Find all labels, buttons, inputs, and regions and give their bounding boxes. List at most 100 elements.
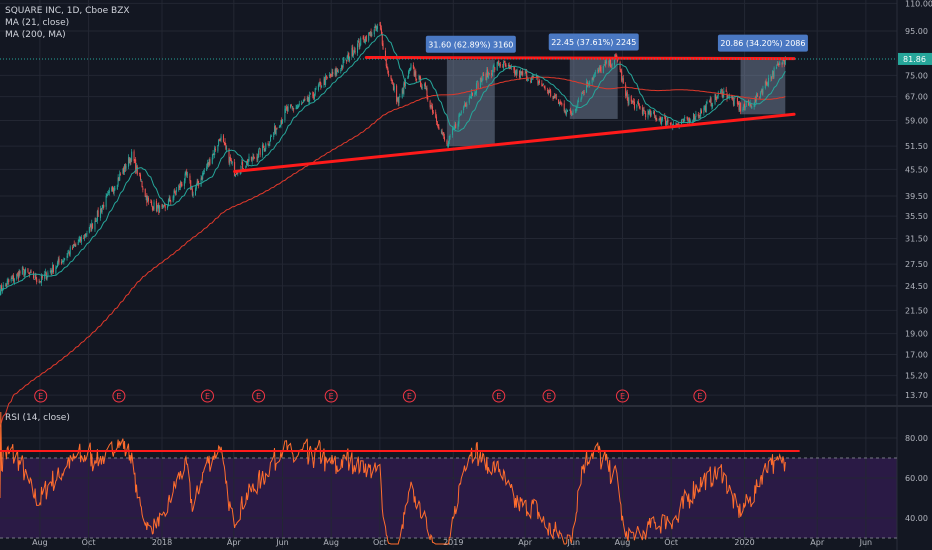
candle-body [206, 162, 208, 167]
trendline[interactable] [364, 55, 796, 61]
candle-body [301, 103, 303, 105]
candle-body [64, 258, 66, 261]
x-tick-label: 2018 [152, 538, 172, 547]
candle-body [128, 158, 130, 164]
candle-body [429, 100, 431, 108]
candle-body [315, 88, 317, 90]
candle-body [196, 181, 198, 185]
candle-body [40, 274, 42, 283]
price-tick-label: 24.50 [905, 282, 928, 291]
candle-body [89, 224, 91, 228]
candle-body [270, 136, 272, 142]
candle-body [262, 144, 264, 156]
candle-body [380, 24, 382, 30]
candle-body [754, 97, 756, 106]
x-tick-label: Oct [82, 538, 96, 547]
candle-body [431, 105, 433, 107]
candle-body [670, 122, 672, 125]
candle-body [208, 159, 210, 165]
candle-body [174, 191, 176, 193]
candle-body [158, 204, 160, 214]
earnings-marker[interactable]: E [402, 389, 416, 403]
candle-body [544, 87, 546, 90]
candle-body [653, 111, 655, 114]
candle-body [105, 196, 107, 207]
earnings-marker[interactable]: E [615, 389, 629, 403]
candle-body [636, 104, 638, 108]
candle-body [721, 89, 723, 97]
candle-body [189, 175, 191, 181]
candle-body [95, 220, 97, 222]
earnings-marker[interactable]: E [112, 389, 126, 403]
candle-body [265, 143, 267, 150]
candle-body [184, 173, 186, 181]
candle-body [370, 31, 372, 38]
candle-body [375, 26, 377, 30]
candle-body [521, 71, 523, 74]
candle-body [738, 102, 740, 110]
candle-body [373, 29, 375, 35]
candle-body [147, 197, 149, 202]
candle-body [1, 285, 3, 291]
candle-body [135, 159, 137, 172]
candle-body [29, 271, 31, 274]
candle-body [570, 109, 572, 113]
candle-body [296, 106, 298, 109]
candle-body [463, 104, 465, 107]
candle-body [320, 82, 322, 87]
earnings-marker[interactable]: E [324, 389, 338, 403]
candle-body [169, 197, 171, 202]
candle-body [108, 190, 110, 194]
measure-box-label-bg [548, 33, 639, 51]
candle-body [508, 65, 510, 67]
candle-body [547, 91, 549, 95]
earnings-marker[interactable]: E [200, 389, 214, 403]
candle-body [274, 126, 276, 133]
candle-body [321, 85, 323, 88]
candle-body [58, 258, 60, 263]
candle-body [515, 71, 517, 75]
candle-body [202, 173, 204, 180]
candle-body [665, 116, 667, 125]
candle-body [284, 108, 286, 121]
candle-body [13, 278, 15, 283]
candle-body [285, 108, 287, 110]
candle-body [617, 58, 619, 62]
ma21-line [0, 34, 786, 295]
candle-body [402, 90, 404, 94]
earnings-marker[interactable]: E [34, 389, 48, 403]
candle-body [755, 98, 757, 102]
earnings-marker[interactable]: E [693, 389, 707, 403]
candle-body [739, 103, 741, 111]
candle-body [577, 101, 579, 107]
candle-body [711, 104, 713, 107]
candle-body [170, 201, 172, 203]
candle-body [141, 181, 143, 188]
candle-body [520, 71, 522, 74]
candle-body [553, 96, 555, 99]
candle-body [341, 65, 343, 68]
earnings-marker[interactable]: E [542, 389, 556, 403]
earnings-marker[interactable]: E [492, 389, 506, 403]
earnings-marker-circle [693, 389, 707, 403]
earnings-marker[interactable]: E [252, 389, 266, 403]
candle-body [483, 74, 485, 76]
rsi-tick-label: 80.00 [905, 434, 928, 443]
candle-body [527, 79, 529, 81]
candle-body [392, 81, 394, 83]
candle-body [622, 78, 624, 84]
candle-body [482, 74, 484, 81]
candle-body [220, 136, 222, 140]
candle-body [440, 130, 442, 132]
candle-body [229, 157, 231, 164]
candle-body [784, 58, 786, 65]
candle-body [530, 77, 532, 83]
candle-body [720, 91, 722, 94]
x-tick-label: Aug [615, 538, 631, 547]
candle-body [212, 153, 214, 157]
candle-body [397, 97, 399, 104]
candle-body [723, 90, 725, 95]
candle-body [459, 114, 461, 116]
trendline[interactable] [233, 112, 796, 173]
